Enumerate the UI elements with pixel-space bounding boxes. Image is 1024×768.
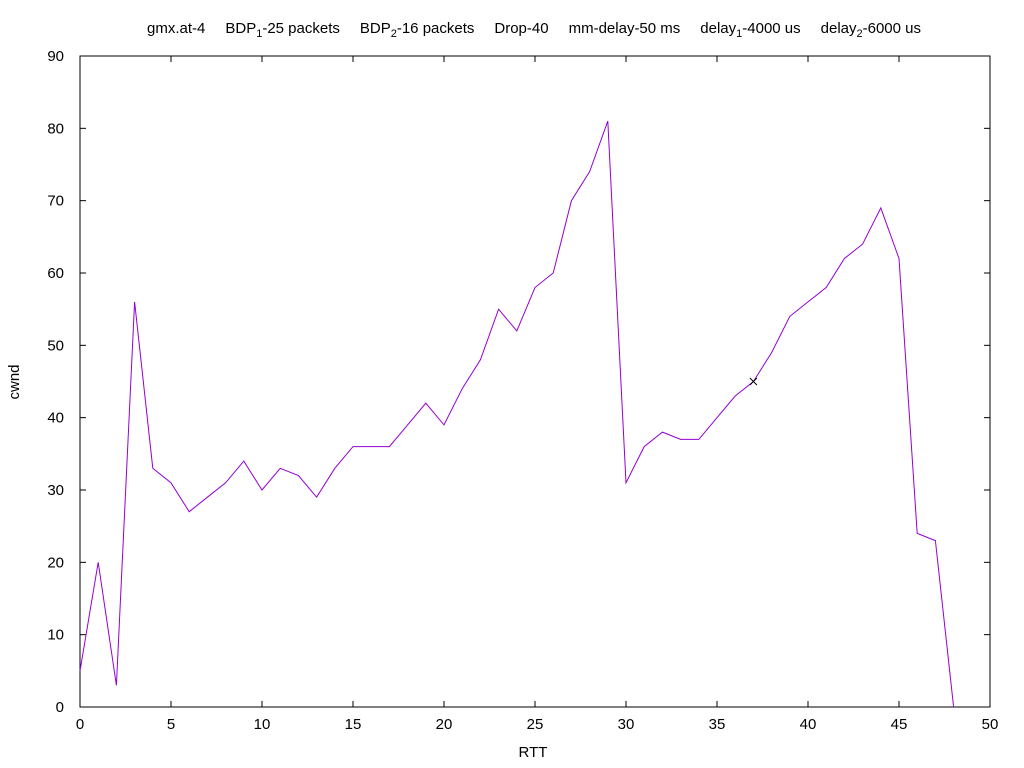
x-tick-label: 35 <box>709 716 726 733</box>
x-tick-label: 0 <box>76 716 84 733</box>
title-part: BDP <box>360 20 391 37</box>
title-subscript: 1 <box>736 28 742 40</box>
x-axis-label: RTT <box>519 744 548 761</box>
x-tick-label: 25 <box>527 716 544 733</box>
marker-group <box>749 377 758 386</box>
title-part: mm-delay-50 ms <box>569 20 681 37</box>
axis-ticks <box>79 55 991 708</box>
x-tick-label: 20 <box>436 716 453 733</box>
y-tick-label: 0 <box>56 699 64 716</box>
y-tick-label: 50 <box>47 337 64 354</box>
x-tick-label: 40 <box>800 716 817 733</box>
title-part: delay <box>821 20 857 37</box>
plot-frame <box>79 55 991 708</box>
series-group <box>79 120 955 708</box>
title-part-suffix: -16 packets <box>397 20 475 37</box>
x-tick-label: 50 <box>982 716 999 733</box>
x-tick-label: 10 <box>254 716 271 733</box>
title-subscript: 2 <box>857 28 863 40</box>
x-tick-label: 15 <box>345 716 362 733</box>
x-tick-label: 45 <box>891 716 908 733</box>
title-part: Drop-40 <box>494 20 548 37</box>
title-part: BDP <box>225 20 256 37</box>
y-tick-label: 60 <box>47 265 64 282</box>
title-subscript: 1 <box>256 28 262 40</box>
title-part-suffix: -4000 us <box>742 20 800 37</box>
title-part: delay <box>700 20 736 37</box>
y-tick-label: 80 <box>47 120 64 137</box>
axis-tick-labels: 0 5 10 15 20 25 30 35 40 45 50 0 10 20 30 40 50 60 70 80 90 <box>47 48 998 733</box>
title-subscript: 2 <box>391 28 397 40</box>
y-tick-label: 20 <box>47 554 64 571</box>
y-tick-label: 30 <box>47 482 64 499</box>
data-point-marker <box>749 377 758 386</box>
y-tick-label: 40 <box>47 410 64 427</box>
y-tick-label: 10 <box>47 627 64 644</box>
x-tick-label: 30 <box>618 716 635 733</box>
y-tick-label: 70 <box>47 193 64 210</box>
series-line <box>79 120 955 708</box>
title-part-suffix: -25 packets <box>262 20 340 37</box>
y-tick-label: 90 <box>47 48 64 65</box>
title-part: gmx.at-4 <box>147 20 205 37</box>
y-axis-label: cwnd <box>6 364 23 399</box>
title-part-suffix: -6000 us <box>863 20 921 37</box>
chart-title: gmx.at-4 BDP1-25 packets BDP2-16 packets Dr… <box>147 20 921 40</box>
x-tick-label: 5 <box>167 716 175 733</box>
